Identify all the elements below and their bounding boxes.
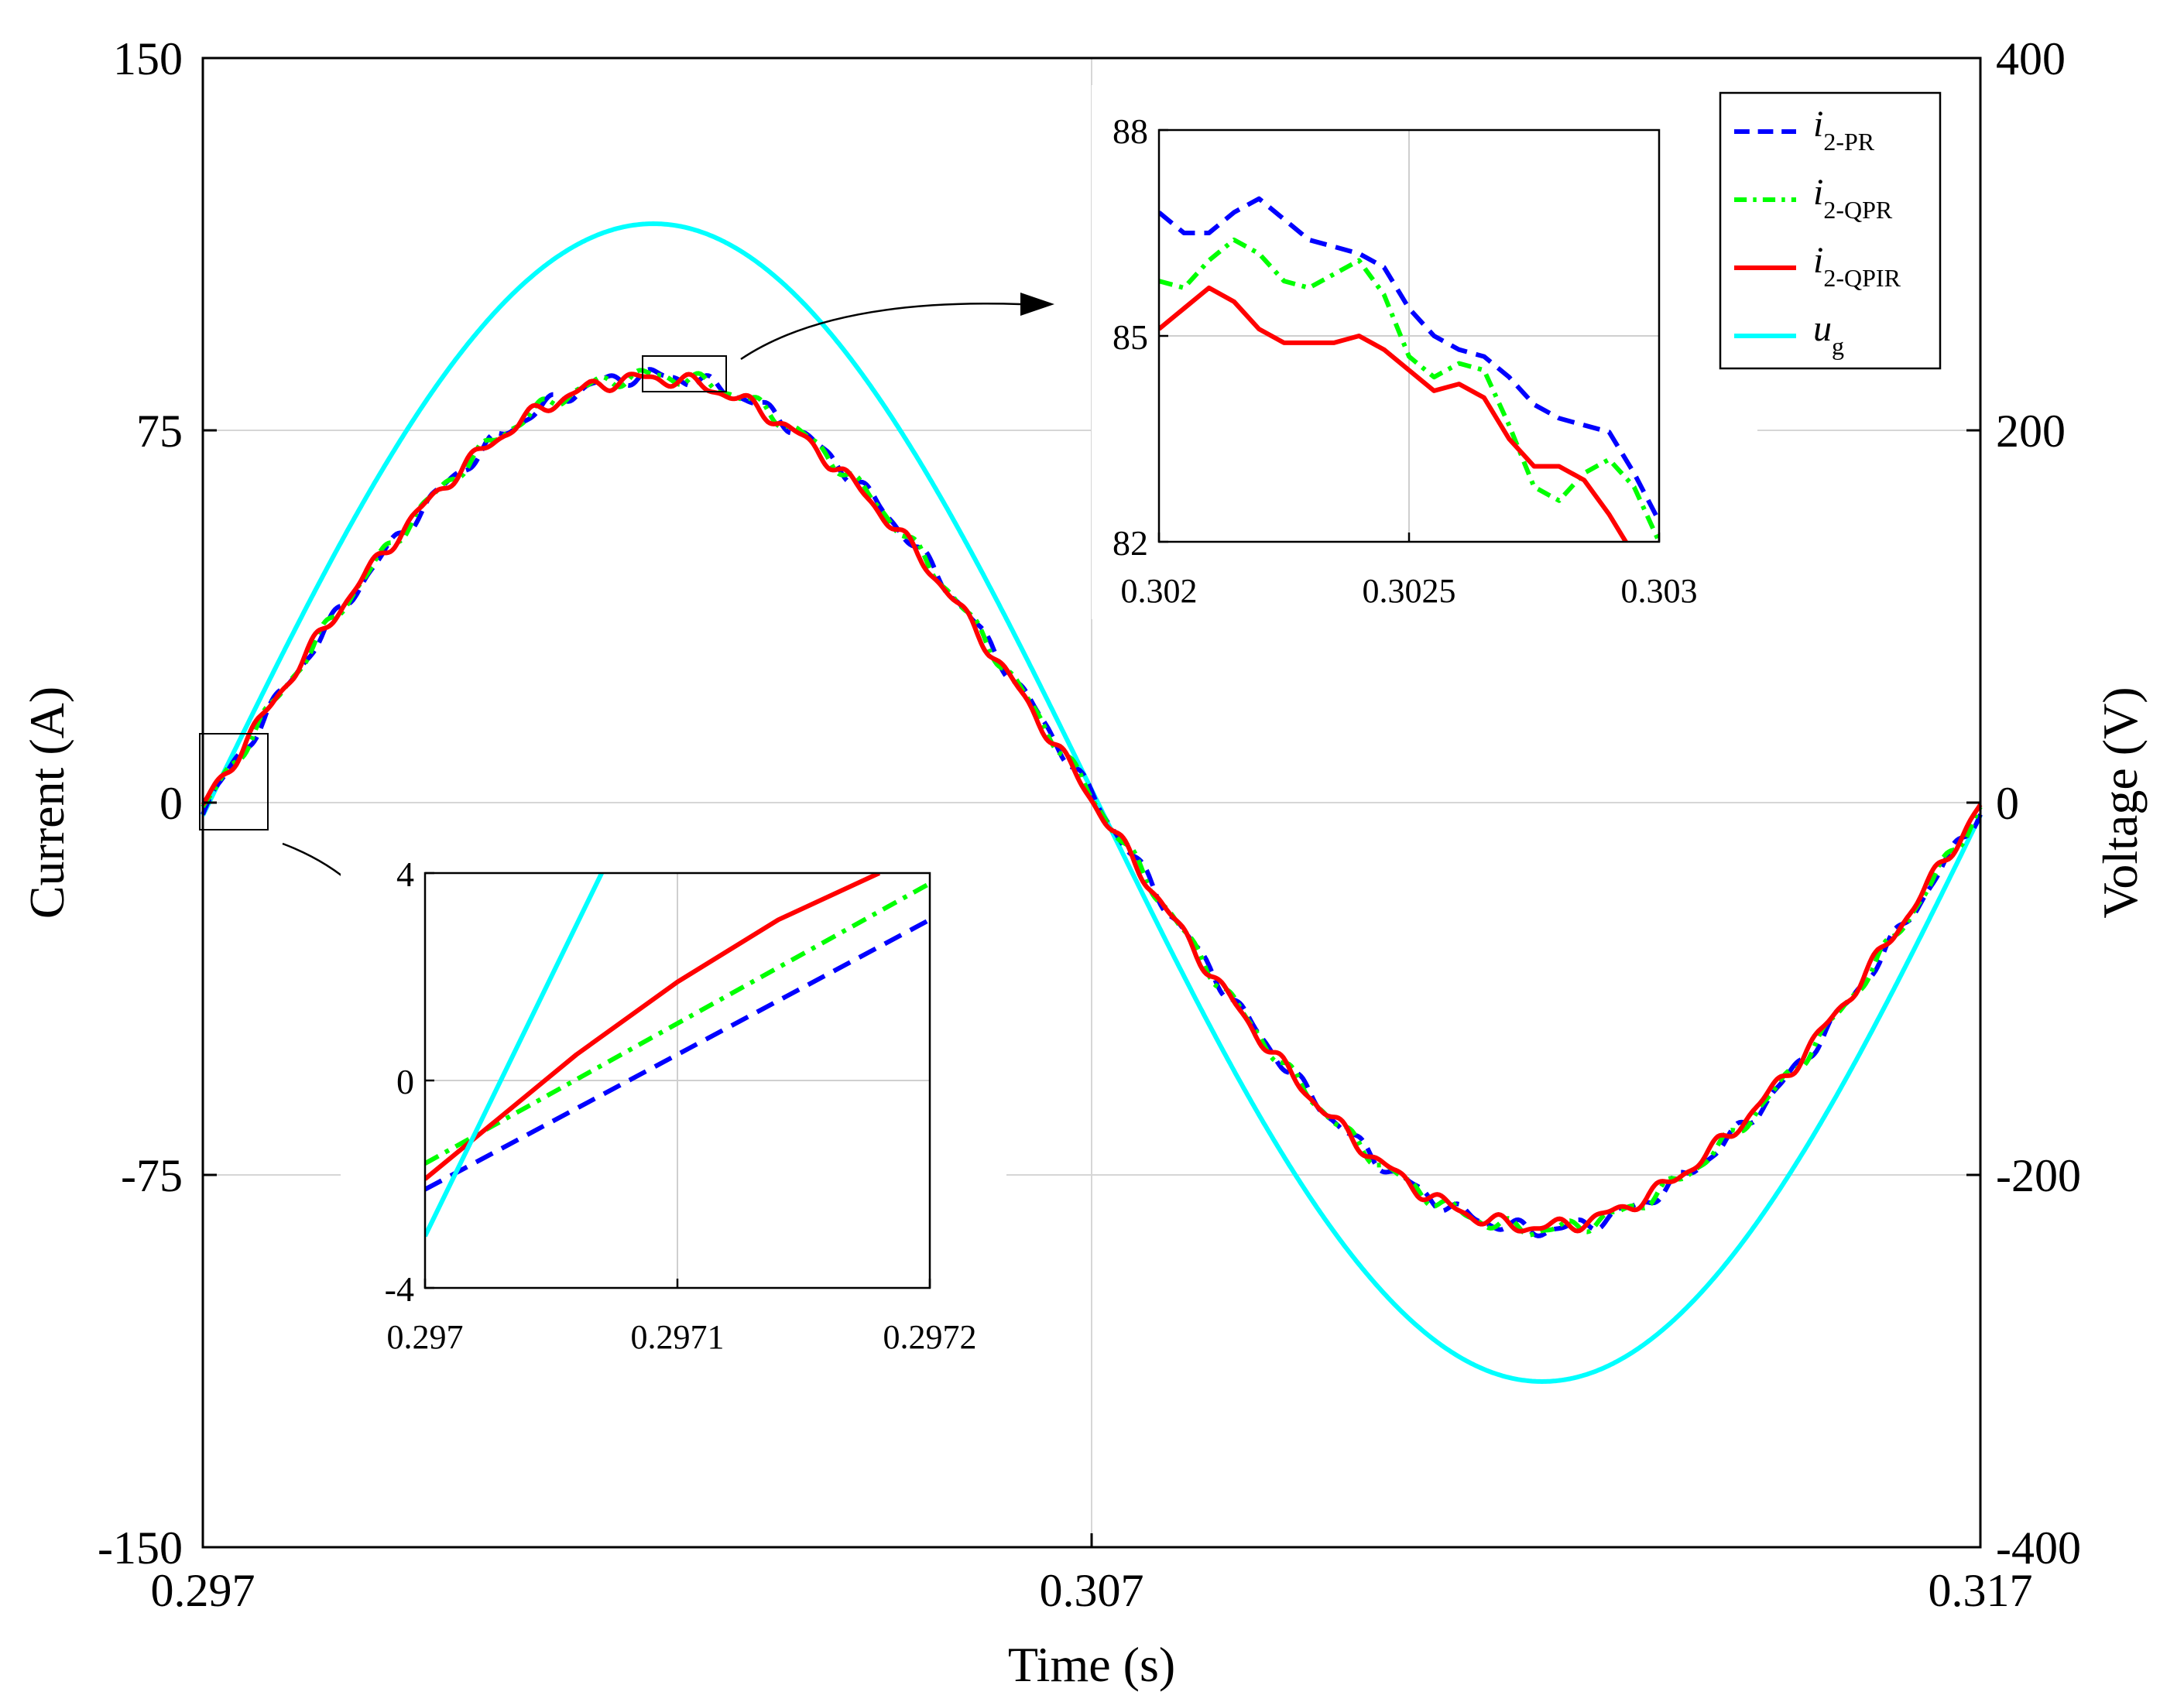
legend-label-ug: ug [1813, 308, 1844, 360]
arrow-head-peak [1020, 293, 1054, 316]
y-axis-label-left: Current (A) [19, 687, 74, 919]
series-i2-qpir [201, 372, 1983, 1234]
x-tick-label: 0.317 [1929, 1565, 2033, 1616]
inset-zero_crossing-series-ug [425, 873, 604, 1238]
legend-label-i2-pr: i2-PR [1813, 104, 1875, 156]
inset-y-tick-label: 85 [1113, 317, 1148, 357]
inset-peak-ticks: 0.302 0.3025 0.303 82 85 88 [1113, 111, 1698, 610]
y-right-tick-label: 200 [1996, 406, 2066, 457]
inset-peak-series [1159, 196, 1659, 542]
inset-y-tick-label: 82 [1113, 523, 1148, 563]
inset-zero_crossing-series-i2-qpr [425, 881, 930, 1166]
y-left-tick-label: -75 [121, 1150, 183, 1201]
y-left-tick-label: 0 [159, 778, 183, 829]
inset-zero-crossing: 0.297 0.2971 0.2972 -4 0 4 [341, 836, 1006, 1362]
legend-items: i2-PR i2-QPR i2-QPIR ug [1734, 104, 1901, 360]
y-right-tick-label: 400 [1996, 33, 2066, 84]
arrow-to-peak-inset [740, 303, 1021, 361]
inset-x-tick-label: 0.297 [387, 1318, 464, 1356]
zoom-box-peak [642, 355, 727, 392]
inset-zero-background [341, 836, 1006, 1362]
inset-peak: 0.302 0.3025 0.303 82 85 88 [1092, 85, 1757, 619]
inset-peak-series-i2-qpr [1159, 237, 1659, 542]
inset-x-tick-label: 0.2972 [883, 1318, 977, 1356]
y-right-tick-label: -400 [1996, 1522, 2081, 1574]
main-ticks: 0.297 0.307 0.317 -150 -75 0 75 150 -400 -200 0 200… [98, 33, 2081, 1616]
inset-zero-ticks: 0.297 0.2971 0.2972 -4 0 4 [385, 854, 977, 1356]
main-series [201, 221, 1983, 1385]
y-left-tick-label: 150 [113, 33, 183, 84]
inset-x-tick-label: 0.303 [1621, 572, 1698, 610]
inset-peak-series-i2-qpir [1159, 285, 1629, 542]
legend-box [1719, 91, 1942, 370]
legend: i2-PR i2-QPR i2-QPIR ug [1719, 91, 1942, 370]
inset-y-tick-label: 4 [396, 854, 414, 894]
legend-label-i2-qpr: i2-QPR [1813, 172, 1893, 224]
inset-x-tick-label: 0.2971 [631, 1318, 725, 1356]
y-left-tick-label: 75 [136, 406, 183, 457]
x-tick-label: 0.307 [1040, 1565, 1144, 1616]
y-right-tick-label: -200 [1996, 1150, 2081, 1201]
inset-zero-series [425, 873, 930, 1238]
inset-x-tick-label: 0.302 [1121, 572, 1198, 610]
inset-y-tick-label: -4 [385, 1269, 414, 1309]
inset-zero_crossing-series-i2-pr [425, 917, 930, 1192]
zoom-box-zero-crossing [199, 733, 269, 830]
x-axis-label: Time (s) [1008, 1637, 1175, 1692]
inset-peak-background [1092, 85, 1757, 619]
y-axis-label-right: Voltage (V) [2093, 687, 2148, 918]
y-left-tick-label: -150 [98, 1522, 183, 1574]
inset-x-tick-label: 0.3025 [1363, 572, 1456, 610]
x-tick-label: 0.297 [151, 1565, 255, 1616]
inset-zero_crossing-series-i2-qpir [425, 873, 881, 1181]
inset-y-tick-label: 88 [1113, 111, 1148, 151]
y-right-tick-label: 0 [1996, 778, 2019, 829]
inset-y-tick-label: 0 [396, 1062, 414, 1101]
legend-label-i2-qpir: i2-QPIR [1813, 240, 1901, 292]
